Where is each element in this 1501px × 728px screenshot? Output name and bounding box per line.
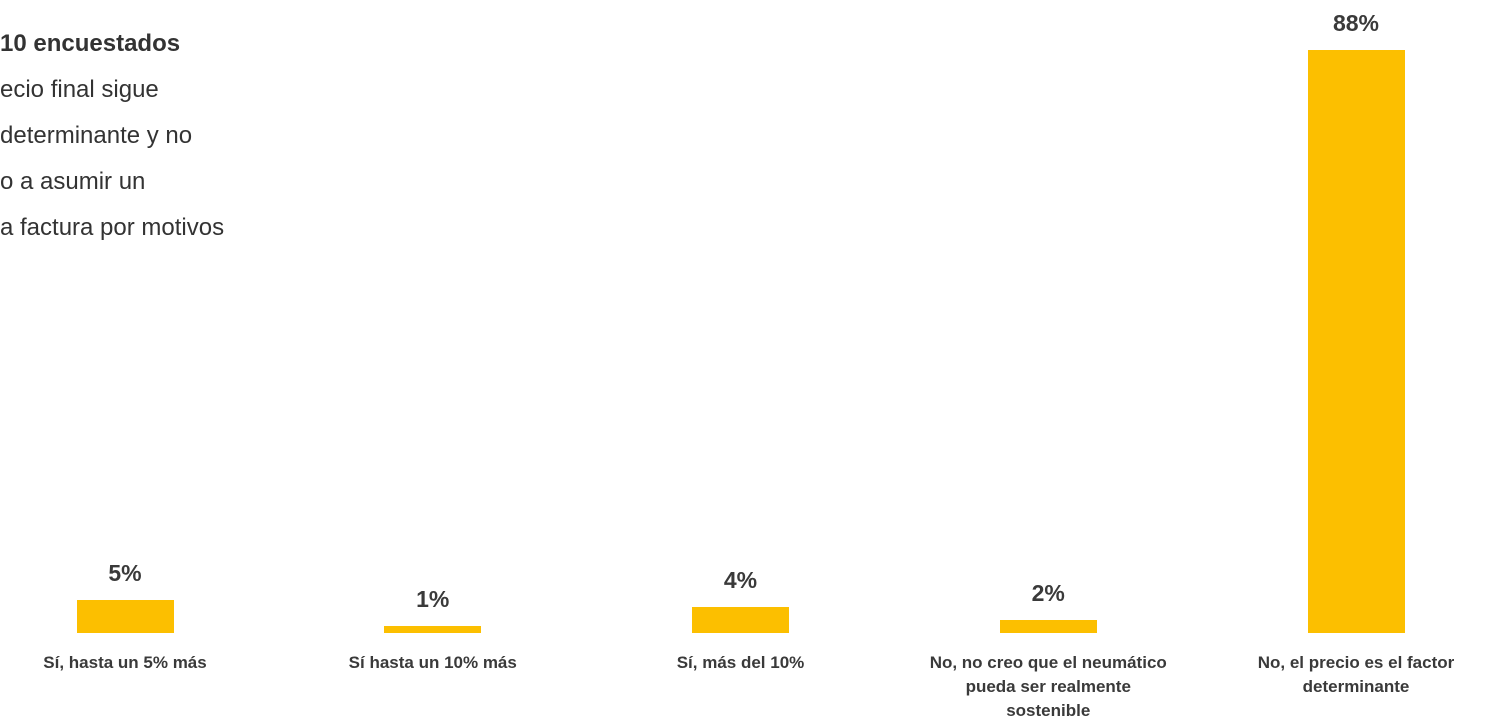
bar: [692, 606, 789, 633]
annotation-title: 10 encuestados: [0, 30, 181, 57]
annotation-line: o a asumir un: [0, 168, 146, 195]
x-tick-label: No, no creo que el neumático pueda ser r…: [929, 653, 1167, 720]
data-label: 1%: [416, 586, 450, 613]
x-tick-label: Sí, hasta un 5% más: [43, 653, 207, 672]
annotation-line: a factura por motivos: [0, 214, 225, 241]
bar: [76, 599, 174, 633]
bar: [1307, 50, 1405, 633]
annotation-line: determinante y no: [0, 122, 193, 149]
data-label: 2%: [1031, 579, 1065, 606]
bar: [999, 619, 1097, 633]
x-tick-label: No, el precio es el factor determinante: [1257, 653, 1455, 696]
data-label: 88%: [1332, 10, 1380, 36]
bar: [384, 626, 482, 633]
x-tick-label: Sí hasta un 10% más: [348, 653, 517, 672]
annotation-line: ecio final sigue: [0, 76, 159, 103]
data-label: 4%: [723, 566, 758, 593]
x-tick-label: Sí, más del 10%: [676, 653, 805, 672]
data-label: 5%: [108, 559, 142, 586]
